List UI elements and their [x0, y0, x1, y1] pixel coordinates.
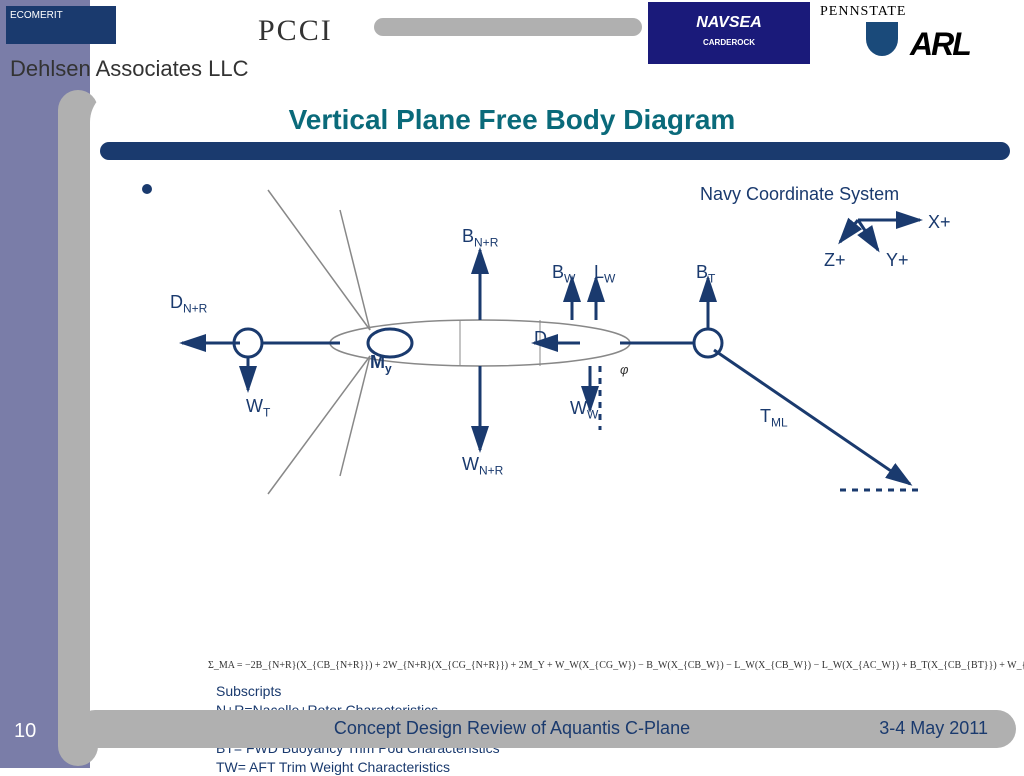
label-W-T: WT [246, 396, 270, 420]
arl-logo: ARL [910, 26, 970, 63]
header-pill [374, 18, 642, 36]
title-underline [100, 142, 1010, 160]
navsea-text: NAVSEA [696, 14, 762, 31]
footer-center: Concept Design Review of Aquantis C-Plan… [0, 718, 1024, 739]
page-number: 10 [14, 720, 36, 743]
coord-x: X+ [928, 212, 951, 233]
label-B-W: BW [552, 262, 575, 286]
coord-z: Z+ [824, 250, 846, 271]
moment-equation: Σ_MA = −2B_{N+R}(X_{CB_{N+R}}) + 2W_{N+R… [208, 660, 1024, 671]
label-phi: φ [620, 362, 628, 377]
label-M-y: My [370, 352, 392, 376]
ecomerit-logo: ECOMERIT [6, 6, 116, 44]
subscripts-l4: TW= AFT Trim Weight Characteristics [216, 758, 500, 776]
pcci-logo: PCCI [258, 14, 333, 48]
label-B-NR: BN+R [462, 226, 498, 250]
coord-y: Y+ [886, 250, 909, 271]
slide-title: Vertical Plane Free Body Diagram [0, 104, 1024, 136]
label-T-ML: TML [760, 406, 788, 430]
navsea-logo: NAVSEA CARDEROCK [648, 2, 810, 64]
shield-icon [866, 22, 898, 56]
dehlsen-text: Dehlsen Associates LLC [10, 56, 248, 82]
label-D-W: DW [534, 328, 558, 352]
label-W-NR: WN+R [462, 454, 503, 478]
label-B-T: BT [696, 262, 715, 286]
navsea-sub: CARDEROCK [648, 38, 810, 47]
pennstate-logo: PENNSTATE [820, 4, 906, 20]
subscripts-title: Subscripts [216, 682, 500, 701]
diagram-area: Navy Coordinate System DN+R WT My BN+R W… [100, 170, 1010, 700]
label-W-W: WW [570, 398, 598, 422]
label-D-NR: DN+R [170, 292, 207, 316]
label-L-W: LW [594, 262, 615, 286]
footer-date: 3-4 May 2011 [879, 718, 988, 739]
